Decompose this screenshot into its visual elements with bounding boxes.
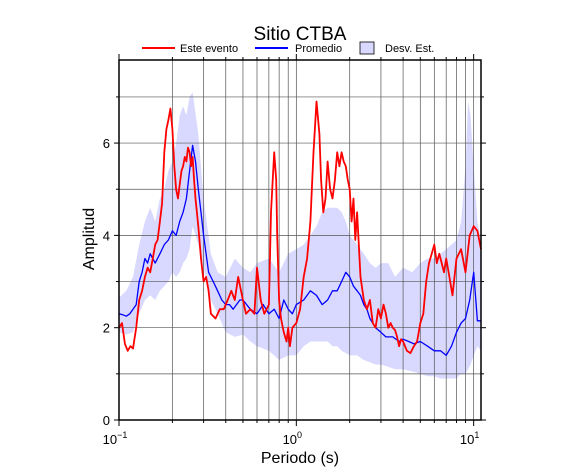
legend: Este evento Promedio Desv. Est. [142,41,434,55]
series-line-este-evento [118,100,482,355]
legend-label: Promedio [295,43,342,55]
y-tick-label: 6 [103,136,110,151]
y-tick-label: 0 [103,413,110,428]
series-line-promedio [118,144,481,357]
plot-frame [118,59,482,421]
x-tick-label: 101 [460,430,479,447]
x-tick-label: 10−1 [103,430,128,447]
std-dev-band [119,92,481,379]
chart-title: Sitio CTBA [254,24,347,45]
series-layer [118,100,482,357]
legend-label: Desv. Est. [385,43,434,55]
legend-label: Este evento [180,43,238,55]
x-axis-label: Periodo (s) [261,450,339,467]
legend-swatch [359,41,375,55]
y-tick-label: 2 [103,321,110,336]
y-axis-label: Amplitud [81,208,98,270]
x-tick-label: 100 [283,430,302,447]
grid-layer [119,60,481,420]
y-tick-label: 4 [103,228,110,243]
std-dev-band-layer [119,92,481,379]
tick-layer: 0 2 4 6 10−1 100 101 [103,54,486,447]
